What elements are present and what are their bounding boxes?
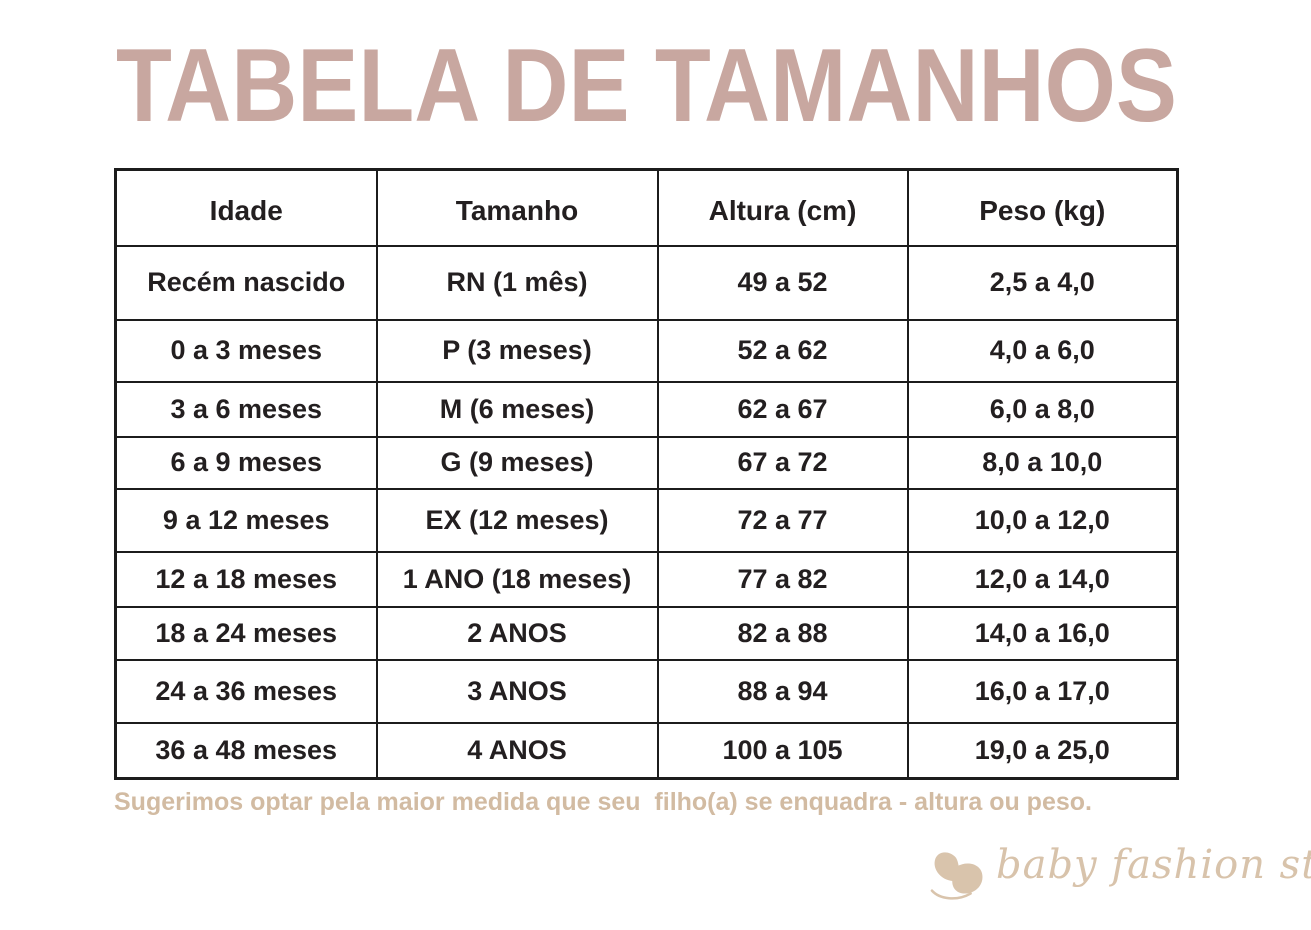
butterfly-icon (930, 852, 983, 900)
cell-idade: 24 a 36 meses (114, 658, 378, 724)
cell-tamanho: 1 ANO (18 meses) (375, 550, 659, 608)
cell-peso: 12,0 a 14,0 (906, 550, 1179, 608)
cell-peso: 10,0 a 12,0 (906, 487, 1179, 553)
cell-tamanho: P (3 meses) (375, 318, 659, 383)
cell-altura: 67 a 72 (656, 435, 909, 490)
table-row: 18 a 24 meses 2 ANOS 82 a 88 14,0 a 16,0 (114, 605, 1179, 661)
cell-tamanho: EX (12 meses) (375, 487, 659, 553)
table-row: 0 a 3 meses P (3 meses) 52 a 62 4,0 a 6,… (114, 318, 1179, 383)
table-header-row: Idade Tamanho Altura (cm) Peso (kg) (114, 168, 1179, 247)
cell-peso: 4,0 a 6,0 (906, 318, 1179, 383)
col-header-idade: Idade (114, 168, 378, 247)
col-header-tamanho: Tamanho (375, 168, 659, 247)
cell-idade: 36 a 48 meses (114, 721, 378, 780)
cell-tamanho: M (6 meses) (375, 380, 659, 438)
cell-tamanho: G (9 meses) (375, 435, 659, 490)
cell-altura: 62 a 67 (656, 380, 909, 438)
size-advice-note: Sugerimos optar pela maior medida que se… (114, 788, 1092, 816)
cell-idade: 3 a 6 meses (114, 380, 378, 438)
table-row: 6 a 9 meses G (9 meses) 67 a 72 8,0 a 10… (114, 435, 1179, 490)
cell-altura: 77 a 82 (656, 550, 909, 608)
cell-peso: 6,0 a 8,0 (906, 380, 1179, 438)
table-row: 3 a 6 meses M (6 meses) 62 a 67 6,0 a 8,… (114, 380, 1179, 438)
cell-peso: 2,5 a 4,0 (906, 244, 1179, 321)
cell-idade: 18 a 24 meses (114, 605, 378, 661)
cell-altura: 72 a 77 (656, 487, 909, 553)
cell-peso: 8,0 a 10,0 (906, 435, 1179, 490)
table-row: 24 a 36 meses 3 ANOS 88 a 94 16,0 a 17,0 (114, 658, 1179, 724)
page-title: TABELA DE TAMANHOS (116, 28, 1177, 144)
cell-idade: 6 a 9 meses (114, 435, 378, 490)
table-row: 12 a 18 meses 1 ANO (18 meses) 77 a 82 1… (114, 550, 1179, 608)
table-row: 36 a 48 meses 4 ANOS 100 a 105 19,0 a 25… (114, 721, 1179, 780)
cell-tamanho: 3 ANOS (375, 658, 659, 724)
cell-altura: 82 a 88 (656, 605, 909, 661)
cell-peso: 16,0 a 17,0 (906, 658, 1179, 724)
cell-idade: Recém nascido (114, 244, 378, 321)
table-row: Recém nascido RN (1 mês) 49 a 52 2,5 a 4… (114, 244, 1179, 321)
col-header-altura: Altura (cm) (656, 168, 909, 247)
brand-name: baby fashion store (996, 842, 1311, 888)
cell-altura: 52 a 62 (656, 318, 909, 383)
table-row: 9 a 12 meses EX (12 meses) 72 a 77 10,0 … (114, 487, 1179, 553)
cell-altura: 88 a 94 (656, 658, 909, 724)
cell-tamanho: 2 ANOS (375, 605, 659, 661)
cell-idade: 0 a 3 meses (114, 318, 378, 383)
col-header-peso: Peso (kg) (906, 168, 1179, 247)
brand-logo: baby fashion store (930, 843, 1311, 911)
cell-peso: 19,0 a 25,0 (906, 721, 1179, 780)
cell-idade: 9 a 12 meses (114, 487, 378, 553)
cell-tamanho: 4 ANOS (375, 721, 659, 780)
cell-peso: 14,0 a 16,0 (906, 605, 1179, 661)
cell-altura: 49 a 52 (656, 244, 909, 321)
size-table: Idade Tamanho Altura (cm) Peso (kg) Recé… (114, 168, 1179, 780)
cell-tamanho: RN (1 mês) (375, 244, 659, 321)
cell-altura: 100 a 105 (656, 721, 909, 780)
cell-idade: 12 a 18 meses (114, 550, 378, 608)
